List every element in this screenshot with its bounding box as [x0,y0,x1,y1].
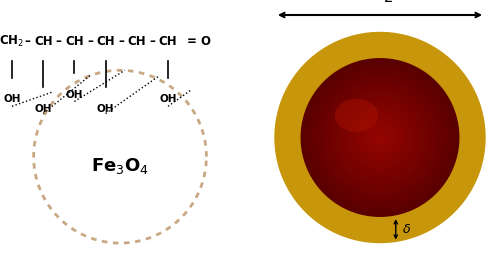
Polygon shape [364,122,396,153]
Polygon shape [316,73,444,202]
Text: OH: OH [66,89,83,100]
Polygon shape [322,79,438,196]
Polygon shape [353,111,407,164]
Polygon shape [331,89,429,186]
Text: OH: OH [159,94,177,104]
Text: CH: CH [128,35,146,48]
Text: OH: OH [34,104,52,114]
Polygon shape [356,114,404,161]
Polygon shape [355,112,405,163]
Polygon shape [336,94,424,182]
Text: –: – [118,35,124,48]
Polygon shape [374,131,386,144]
Polygon shape [275,32,485,243]
Polygon shape [334,92,426,183]
Polygon shape [320,78,440,197]
Polygon shape [309,67,451,208]
Polygon shape [339,97,421,178]
Text: D$_2$: D$_2$ [366,0,394,5]
Polygon shape [306,64,454,211]
Polygon shape [369,126,391,148]
Text: Fe$_3$O$_4$: Fe$_3$O$_4$ [91,156,149,176]
Polygon shape [360,117,401,158]
Polygon shape [326,84,434,191]
Text: OH: OH [4,94,21,104]
Polygon shape [324,81,436,194]
Polygon shape [362,120,398,155]
Polygon shape [308,65,452,210]
Polygon shape [352,109,408,166]
Polygon shape [342,100,418,175]
Polygon shape [330,87,430,188]
Text: –: – [150,35,156,48]
Polygon shape [328,86,432,189]
Polygon shape [340,98,419,177]
Polygon shape [377,134,383,141]
Text: –: – [24,35,30,48]
Polygon shape [318,76,442,199]
Polygon shape [370,128,390,147]
Polygon shape [314,71,446,204]
Polygon shape [346,103,414,172]
Text: CH: CH [65,35,84,48]
Polygon shape [310,68,450,207]
Polygon shape [378,136,382,139]
Text: $\delta$: $\delta$ [402,223,411,236]
Text: CH$_2$: CH$_2$ [0,34,24,49]
Text: CH: CH [96,35,115,48]
Polygon shape [304,62,456,213]
Polygon shape [325,82,435,192]
Polygon shape [312,70,448,205]
Text: CH: CH [34,35,52,48]
Text: D$_1$: D$_1$ [367,109,393,130]
Ellipse shape [334,99,378,132]
Polygon shape [317,75,443,200]
Polygon shape [361,119,399,156]
Polygon shape [347,104,413,170]
Polygon shape [376,133,384,142]
Text: = O: = O [187,35,211,48]
Polygon shape [344,101,416,174]
Polygon shape [338,95,422,180]
Text: –: – [56,35,62,48]
Polygon shape [303,60,457,215]
Polygon shape [302,59,459,216]
Polygon shape [333,90,427,185]
Polygon shape [350,108,410,167]
Polygon shape [366,123,394,152]
Polygon shape [368,125,392,150]
Polygon shape [348,106,412,169]
Text: –: – [87,35,93,48]
Text: CH: CH [158,35,178,48]
Polygon shape [372,130,388,145]
Polygon shape [358,116,402,160]
Text: OH: OH [97,104,114,114]
